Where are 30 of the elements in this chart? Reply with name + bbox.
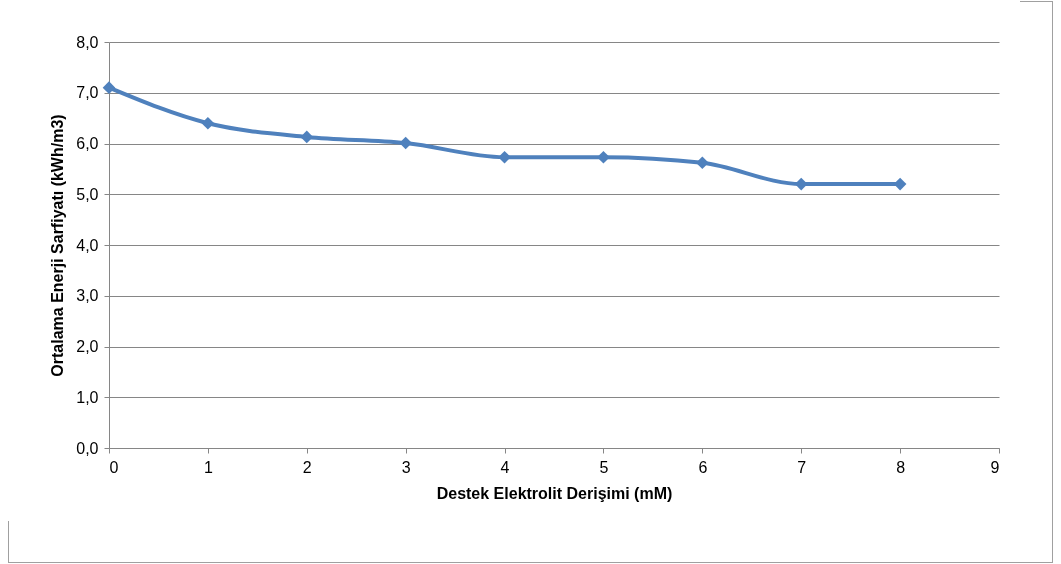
point	[696, 156, 709, 170]
point	[794, 177, 808, 191]
x-tick-label: 3	[401, 458, 411, 476]
x-tick-label: 8	[896, 458, 906, 476]
x-tick-label: 9	[990, 458, 1000, 476]
x-tick-label: 4	[500, 458, 510, 476]
y-tick-label: 0,0	[76, 439, 99, 457]
y-tick-label: 8,0	[76, 33, 99, 51]
point	[201, 116, 215, 130]
x-tick-label: 5	[599, 458, 609, 476]
y-tick-label: 6,0	[76, 135, 99, 152]
point	[300, 130, 314, 144]
x-tick-label: 0	[109, 458, 119, 476]
y-tick-label: 1,0	[76, 388, 99, 406]
y-axis-title: Ortalama Enerji Sarfiyatı (kWh/m3)	[49, 114, 67, 377]
point	[893, 177, 907, 191]
x-tick-label: 1	[203, 458, 213, 476]
y-tick-label: 4,0	[76, 236, 99, 254]
point	[102, 81, 116, 94]
x-tick-label: 6	[698, 458, 708, 476]
point	[597, 150, 610, 164]
y-tick-label: 3,0	[76, 287, 99, 305]
x-axis-title: Destek Elektrolit Derişimi (mM)	[436, 484, 673, 502]
point	[498, 150, 511, 164]
x-tick-label: 2	[302, 458, 312, 476]
x-tick-label: 7	[797, 458, 807, 476]
y-tick-label: 2,0	[76, 338, 99, 355]
y-tick-label: 7,0	[76, 84, 99, 102]
point	[399, 136, 412, 150]
y-tick-label: 5,0	[76, 185, 99, 203]
